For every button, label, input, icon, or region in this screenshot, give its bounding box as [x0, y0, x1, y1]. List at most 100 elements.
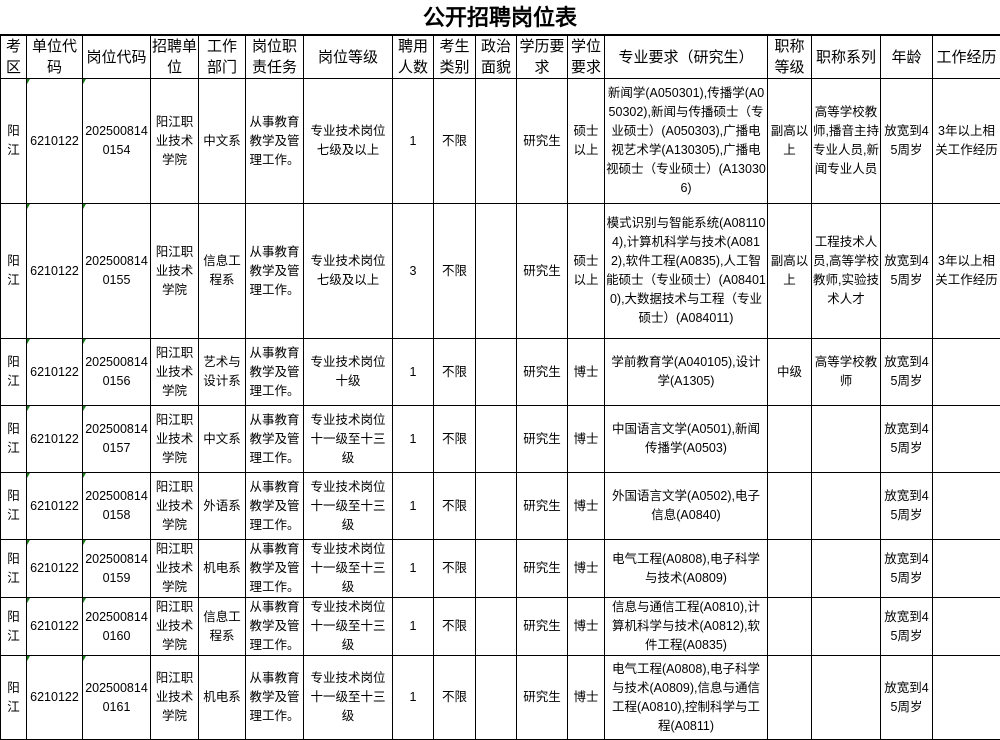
cell-hire-count: 1: [392, 597, 434, 656]
cell-hire-count: 1: [392, 78, 434, 204]
cell-unit-code: 6210122: [26, 472, 83, 540]
cell-age: 放宽到45周岁: [880, 203, 933, 339]
cell-job-duties: 从事教育教学及管理工作。: [245, 405, 304, 473]
header-candidate-type: 考生类别: [433, 35, 476, 79]
cell-exam-area: 阳江: [0, 338, 27, 406]
cell-recruiting-unit: 阳江职业技术学院: [150, 472, 199, 540]
cell-age: 放宽到45周岁: [880, 655, 933, 740]
table-row: 阳江 6210122 2025008140161 阳江职业技术学院 机电系 从事教育教学及…: [0, 655, 1000, 740]
cell-major-requirements: 外国语言文学(A0502),电子信息(A0840): [604, 472, 768, 540]
header-political-status: 政治面貌: [475, 35, 517, 79]
cell-position-code: 2025008140156: [82, 338, 151, 406]
cell-major-requirements: 电气工程(A0808),电子科学与技术(A0809): [604, 539, 768, 598]
cell-position-code: 2025008140155: [82, 203, 151, 339]
table-row: 阳江 6210122 2025008140157 阳江职业技术学院 中文系 从事教育教学及…: [0, 405, 1000, 473]
cell-exam-area: 阳江: [0, 472, 27, 540]
cell-unit-code: 6210122: [26, 405, 83, 473]
cell-exam-area: 阳江: [0, 203, 27, 339]
table-row: 阳江 6210122 2025008140154 阳江职业技术学院 中文系 从事教育教学及…: [0, 78, 1000, 204]
cell-position-code: 2025008140158: [82, 472, 151, 540]
cell-recruiting-unit: 阳江职业技术学院: [150, 655, 199, 740]
cell-title-series: [811, 405, 881, 473]
cell-job-duties: 从事教育教学及管理工作。: [245, 78, 304, 204]
cell-department: 艺术与设计系: [198, 338, 246, 406]
cell-degree: 博士: [567, 539, 605, 598]
cell-exam-area: 阳江: [0, 655, 27, 740]
cell-political-status: [475, 472, 517, 540]
cell-education: 研究生: [516, 597, 568, 656]
header-title-series: 职称系列: [811, 35, 881, 79]
cell-job-duties: 从事教育教学及管理工作。: [245, 655, 304, 740]
cell-candidate-type: 不限: [433, 539, 476, 598]
cell-candidate-type: 不限: [433, 78, 476, 204]
cell-position-level: 专业技术岗位十一级至十三级: [303, 597, 393, 656]
cell-hire-count: 1: [392, 655, 434, 740]
header-exam-area: 考区: [0, 35, 27, 79]
cell-position-code: 2025008140159: [82, 539, 151, 598]
cell-unit-code: 6210122: [26, 655, 83, 740]
cell-recruiting-unit: 阳江职业技术学院: [150, 338, 199, 406]
header-title-level: 职称等级: [767, 35, 812, 79]
cell-work-experience: [932, 405, 1000, 473]
cell-education: 研究生: [516, 539, 568, 598]
cell-degree: 硕士以上: [567, 78, 605, 204]
cell-hire-count: 1: [392, 539, 434, 598]
cell-title-series: 高等学校教师: [811, 338, 881, 406]
cell-recruiting-unit: 阳江职业技术学院: [150, 597, 199, 656]
cell-title-series: [811, 655, 881, 740]
cell-work-experience: [932, 338, 1000, 406]
table-row: 阳江 6210122 2025008140158 阳江职业技术学院 外语系 从事教育教学及…: [0, 472, 1000, 540]
cell-work-experience: [932, 597, 1000, 656]
header-job-duties: 岗位职责任务: [245, 35, 304, 79]
cell-unit-code: 6210122: [26, 78, 83, 204]
cell-education: 研究生: [516, 472, 568, 540]
cell-education: 研究生: [516, 405, 568, 473]
cell-title-level: 副高以上: [767, 78, 812, 204]
cell-degree: 博士: [567, 338, 605, 406]
cell-major-requirements: 信息与通信工程(A0810),计算机科学与技术(A0812),软件工程(A083…: [604, 597, 768, 656]
cell-major-requirements: 模式识别与智能系统(A081104),计算机科学与技术(A0812),软件工程(…: [604, 203, 768, 339]
cell-hire-count: 1: [392, 472, 434, 540]
cell-degree: 博士: [567, 472, 605, 540]
cell-title-level: 中级: [767, 338, 812, 406]
cell-department: 信息工程系: [198, 203, 246, 339]
cell-title-level: [767, 405, 812, 473]
header-major-requirements: 专业要求（研究生）: [604, 35, 768, 79]
cell-candidate-type: 不限: [433, 597, 476, 656]
cell-hire-count: 1: [392, 405, 434, 473]
cell-title-series: 工程技术人员,高等学校教师,实验技术人才: [811, 203, 881, 339]
cell-position-code: 2025008140154: [82, 78, 151, 204]
cell-age: 放宽到45周岁: [880, 472, 933, 540]
header-work-experience: 工作经历: [932, 35, 1000, 79]
cell-age: 放宽到45周岁: [880, 405, 933, 473]
cell-age: 放宽到45周岁: [880, 338, 933, 406]
cell-degree: 硕士以上: [567, 203, 605, 339]
cell-degree: 博士: [567, 655, 605, 740]
cell-exam-area: 阳江: [0, 78, 27, 204]
cell-position-level: 专业技术岗位七级及以上: [303, 203, 393, 339]
cell-degree: 博士: [567, 405, 605, 473]
cell-position-code: 2025008140161: [82, 655, 151, 740]
cell-major-requirements: 新闻学(A050301),传播学(A050302),新闻与传播硕士（专业硕士）(…: [604, 78, 768, 204]
cell-recruiting-unit: 阳江职业技术学院: [150, 78, 199, 204]
cell-title-series: [811, 597, 881, 656]
cell-degree: 博士: [567, 597, 605, 656]
cell-job-duties: 从事教育教学及管理工作。: [245, 539, 304, 598]
cell-work-experience: [932, 539, 1000, 598]
cell-unit-code: 6210122: [26, 539, 83, 598]
cell-candidate-type: 不限: [433, 472, 476, 540]
cell-position-level: 专业技术岗位七级及以上: [303, 78, 393, 204]
cell-political-status: [475, 203, 517, 339]
cell-hire-count: 1: [392, 338, 434, 406]
cell-unit-code: 6210122: [26, 338, 83, 406]
table-row: 阳江 6210122 2025008140159 阳江职业技术学院 机电系 从事教育教学及…: [0, 539, 1000, 598]
cell-candidate-type: 不限: [433, 203, 476, 339]
cell-title-series: 高等学校教师,播音主持专业人员,新闻专业人员: [811, 78, 881, 204]
cell-job-duties: 从事教育教学及管理工作。: [245, 597, 304, 656]
cell-recruiting-unit: 阳江职业技术学院: [150, 405, 199, 473]
header-position-level: 岗位等级: [303, 35, 393, 79]
cell-exam-area: 阳江: [0, 597, 27, 656]
cell-age: 放宽到45周岁: [880, 539, 933, 598]
cell-department: 中文系: [198, 405, 246, 473]
cell-title-series: [811, 539, 881, 598]
